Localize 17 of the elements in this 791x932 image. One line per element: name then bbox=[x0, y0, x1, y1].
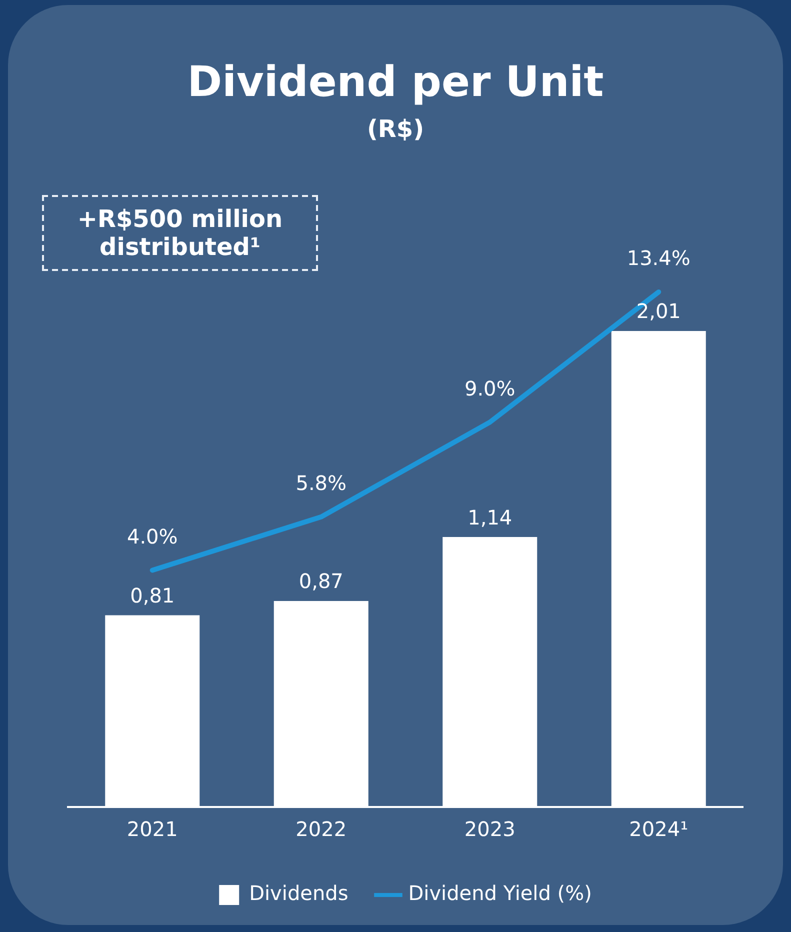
text: +R$500 million distributed¹ bbox=[42, 195, 318, 271]
x-tick-label: 2021 bbox=[126, 817, 178, 842]
x-tick-label: 2022 bbox=[296, 817, 347, 842]
legend-label: Dividend Yield (%) bbox=[408, 881, 592, 906]
chart-subtitle: (R$) bbox=[366, 115, 426, 143]
data-label: 0,81 bbox=[130, 583, 175, 608]
data-label: 2,01 bbox=[636, 299, 681, 324]
data-label: 0,87 bbox=[298, 569, 344, 594]
data-label: 5.8% bbox=[296, 471, 347, 496]
data-label: 1,14 bbox=[468, 505, 512, 530]
chart-title: Dividend per Unit bbox=[186, 57, 605, 106]
legend-label: Dividends bbox=[249, 881, 348, 906]
data-label: 13.4% bbox=[626, 246, 690, 270]
data-label: 4.0% bbox=[126, 524, 178, 548]
x-tick-label: 2024¹ bbox=[629, 817, 688, 842]
x-tick-label: 2023 bbox=[464, 817, 516, 842]
data-label: 9.0% bbox=[464, 376, 516, 400]
